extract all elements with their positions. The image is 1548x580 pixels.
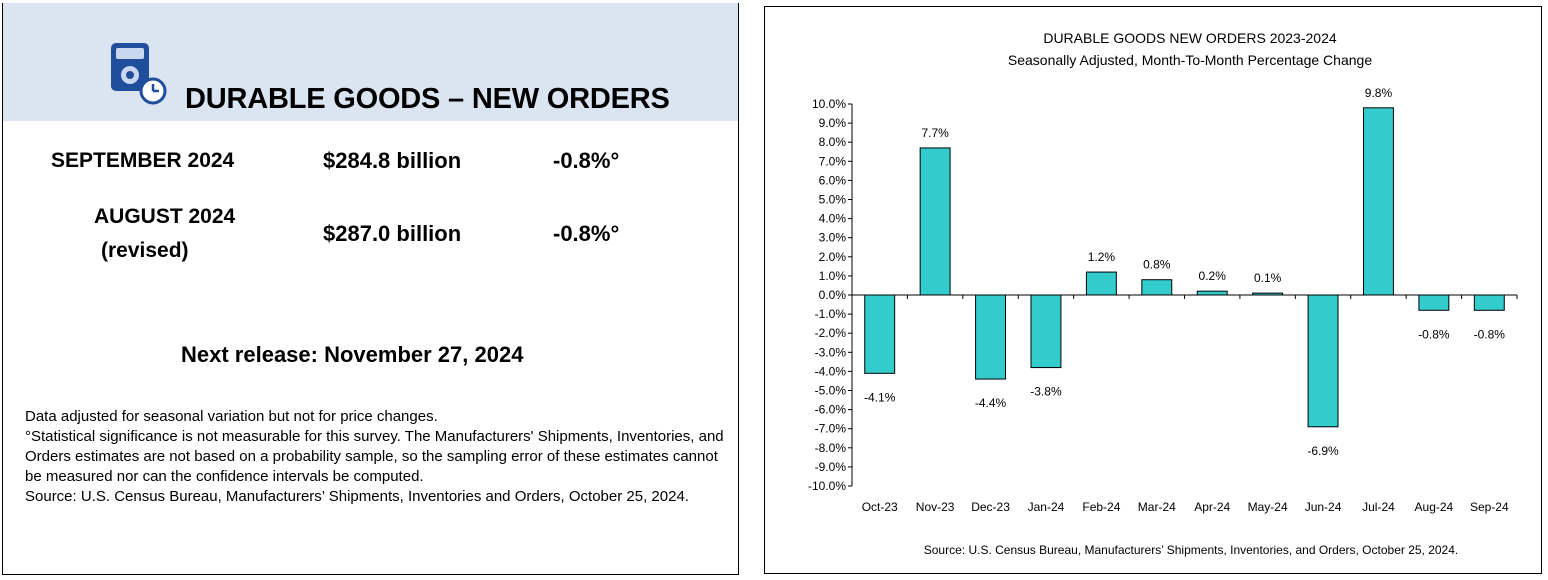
chart-subtitle: Seasonally Adjusted, Month-To-Month Perc…: [1008, 52, 1372, 68]
data-label: -3.8%: [1030, 385, 1062, 399]
data-label: 9.8%: [1365, 86, 1393, 100]
y-tick-label: -3.0%: [815, 345, 847, 359]
data-label: 0.2%: [1199, 269, 1227, 283]
y-tick-label: 10.0%: [812, 97, 846, 111]
y-tick-label: 5.0%: [819, 193, 847, 207]
y-tick-label: 6.0%: [819, 173, 847, 187]
data-label: -4.4%: [975, 396, 1007, 410]
chart-title: DURABLE GOODS NEW ORDERS 2023-2024: [1043, 30, 1337, 46]
x-tick-label: Apr-24: [1194, 500, 1230, 514]
data-label: -4.1%: [864, 390, 896, 404]
bar: [975, 294, 1007, 380]
summary-title: DURABLE GOODS – NEW ORDERS: [185, 83, 670, 115]
row2-value: $287.0 billion: [323, 221, 462, 246]
x-tick-label: Jan-24: [1028, 500, 1065, 514]
y-tick-label: 8.0%: [819, 135, 847, 149]
chart-source: Source: U.S. Census Bureau, Manufacturer…: [924, 543, 1459, 557]
y-tick-label: 9.0%: [819, 116, 847, 130]
row2-sublabel: (revised): [101, 239, 189, 262]
data-label: 1.2%: [1088, 250, 1116, 264]
y-tick-label: -4.0%: [815, 364, 847, 378]
note-significance: °Statistical significance is not measura…: [25, 428, 724, 485]
bar: [1085, 271, 1117, 296]
note-source: Source: U.S. Census Bureau, Manufacturer…: [25, 488, 689, 505]
data-label: 7.7%: [921, 126, 949, 140]
row2-change: -0.8%°: [553, 221, 620, 246]
chart-panel: DURABLE GOODS NEW ORDERS 2023-2024 Seaso…: [764, 6, 1542, 574]
y-tick-label: -7.0%: [815, 422, 847, 436]
bar: [864, 294, 896, 374]
y-tick-label: 3.0%: [819, 231, 847, 245]
row1-change: -0.8%°: [553, 148, 620, 173]
y-axis: -10.0% -9.0% -8.0% -7.0% -6.0% -5.0% -4.0% -3.0…: [808, 97, 853, 493]
y-tick-label: -9.0%: [815, 460, 847, 474]
row1-label: SEPTEMBER 2024: [51, 149, 235, 172]
x-tick-label: Sep-24: [1470, 500, 1509, 514]
summary-header: DURABLE GOODS – NEW ORDERS: [3, 3, 738, 121]
bar: [1307, 294, 1339, 428]
y-tick-label: 2.0%: [819, 250, 847, 264]
y-tick-label: -2.0%: [815, 326, 847, 340]
row2-label: AUGUST 2024: [94, 205, 236, 228]
x-tick-label: Jun-24: [1305, 500, 1342, 514]
x-axis: Oct-23 Nov-23 Dec-23 Jan-24 Feb-24 Mar-24 Apr-…: [851, 294, 1518, 514]
y-tick-label: -8.0%: [815, 441, 847, 455]
bar: [1362, 107, 1394, 296]
bar: [1196, 290, 1228, 296]
x-tick-label: Feb-24: [1082, 500, 1120, 514]
data-label: -6.9%: [1307, 444, 1339, 458]
y-tick-label: 4.0%: [819, 212, 847, 226]
data-label: 0.1%: [1254, 271, 1282, 285]
y-tick-label: -5.0%: [815, 384, 847, 398]
y-tick-label: -10.0%: [808, 479, 846, 493]
y-tick-label: 7.0%: [819, 154, 847, 168]
bar: [1030, 294, 1062, 369]
next-release: Next release: November 27, 2024: [181, 342, 524, 367]
bar-chart: DURABLE GOODS NEW ORDERS 2023-2024 Seaso…: [808, 30, 1518, 557]
y-tick-label: -6.0%: [815, 403, 847, 417]
bar: [1418, 294, 1450, 311]
bar: [1473, 294, 1505, 311]
note-seasonal: Data adjusted for seasonal variation but…: [25, 408, 438, 425]
x-tick-label: Mar-24: [1138, 500, 1176, 514]
data-label: -0.8%: [1418, 327, 1450, 341]
row1-value: $284.8 billion: [323, 148, 462, 173]
x-tick-label: May-24: [1248, 500, 1288, 514]
x-tick-label: Jul-24: [1362, 500, 1395, 514]
x-tick-label: Dec-23: [971, 500, 1010, 514]
x-tick-label: Aug-24: [1415, 500, 1454, 514]
y-tick-label: 1.0%: [819, 269, 847, 283]
bars: -4.1% 7.7% -4.4% -3.8% 1.2% 0.8% 0.2% 0.1% -6.9%…: [864, 86, 1505, 458]
data-label: -0.8%: [1474, 327, 1506, 341]
footnotes: Data adjusted for seasonal variation but…: [25, 407, 725, 507]
summary-panel: DURABLE GOODS – NEW ORDERS SEPTEMBER 202…: [2, 3, 739, 575]
y-tick-label: 0.0%: [819, 288, 847, 302]
data-label: 0.8%: [1143, 258, 1171, 272]
x-tick-label: Nov-23: [916, 500, 955, 514]
calculator-clock-icon: [111, 43, 167, 105]
bar: [1141, 279, 1173, 296]
y-tick-label: -1.0%: [815, 307, 847, 321]
x-tick-label: Oct-23: [862, 500, 898, 514]
bar: [919, 147, 951, 296]
